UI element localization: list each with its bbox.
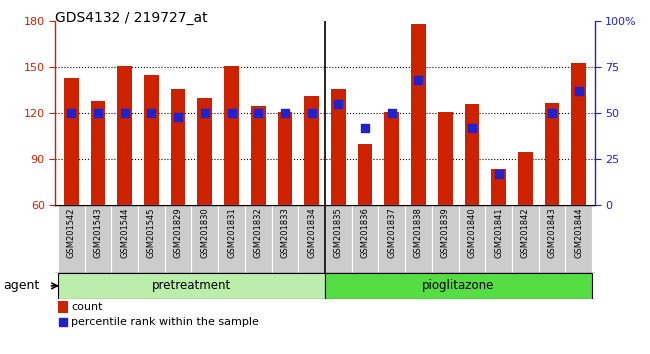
Bar <box>224 66 239 205</box>
Text: agent: agent <box>3 279 40 292</box>
Text: GSM201842: GSM201842 <box>521 207 530 258</box>
Bar <box>571 63 586 205</box>
Bar <box>58 205 84 273</box>
Text: GSM201837: GSM201837 <box>387 207 396 258</box>
Bar <box>325 273 592 299</box>
Point <box>306 110 317 116</box>
Bar <box>198 98 212 205</box>
Point <box>120 110 130 116</box>
Text: GSM201542: GSM201542 <box>67 207 76 258</box>
Bar <box>278 112 292 205</box>
Bar <box>539 205 566 273</box>
Bar <box>545 103 560 205</box>
Text: GSM201832: GSM201832 <box>254 207 263 258</box>
Point <box>389 243 399 249</box>
Text: count: count <box>72 302 103 312</box>
Point <box>387 110 397 116</box>
Bar <box>138 205 164 273</box>
Point <box>66 110 77 116</box>
Text: GSM201844: GSM201844 <box>574 207 583 258</box>
Bar <box>58 273 325 299</box>
Bar <box>64 78 79 205</box>
Bar <box>171 89 185 205</box>
Bar <box>358 144 372 205</box>
Bar <box>218 205 245 273</box>
Point <box>200 110 210 116</box>
Text: GSM201843: GSM201843 <box>547 207 556 258</box>
Point <box>253 110 263 116</box>
Point <box>573 88 584 94</box>
Text: GSM201833: GSM201833 <box>280 207 289 258</box>
Bar <box>411 24 426 205</box>
Bar <box>405 205 432 273</box>
Bar <box>164 205 192 273</box>
Bar <box>518 152 532 205</box>
Text: GSM201545: GSM201545 <box>147 207 156 258</box>
Bar <box>90 101 105 205</box>
Bar <box>245 205 272 273</box>
Point <box>333 101 344 107</box>
Text: GSM201830: GSM201830 <box>200 207 209 258</box>
Point <box>226 110 237 116</box>
Text: GSM201543: GSM201543 <box>94 207 103 258</box>
Text: GDS4132 / 219727_at: GDS4132 / 219727_at <box>55 11 208 25</box>
Bar <box>272 205 298 273</box>
Bar <box>304 96 319 205</box>
Bar <box>331 89 346 205</box>
Point <box>280 110 290 116</box>
Text: pretreatment: pretreatment <box>152 279 231 292</box>
Point <box>93 110 103 116</box>
Bar <box>352 205 378 273</box>
Bar <box>144 75 159 205</box>
Bar <box>111 205 138 273</box>
Bar <box>486 205 512 273</box>
Text: GSM201841: GSM201841 <box>494 207 503 258</box>
Bar <box>84 205 111 273</box>
Point <box>360 125 370 131</box>
Text: pioglitazone: pioglitazone <box>422 279 495 292</box>
Text: GSM201835: GSM201835 <box>334 207 343 258</box>
Point <box>493 171 504 177</box>
Text: GSM201836: GSM201836 <box>361 207 370 258</box>
Bar <box>58 301 68 313</box>
Point <box>146 110 157 116</box>
Text: GSM201839: GSM201839 <box>441 207 450 258</box>
Bar <box>512 205 539 273</box>
Bar <box>118 66 132 205</box>
Bar <box>458 205 486 273</box>
Bar <box>378 205 405 273</box>
Text: percentile rank within the sample: percentile rank within the sample <box>72 317 259 327</box>
Bar <box>384 112 399 205</box>
Point <box>173 114 183 120</box>
Bar <box>325 205 352 273</box>
Bar <box>566 205 592 273</box>
Text: GSM201544: GSM201544 <box>120 207 129 258</box>
Bar <box>465 104 479 205</box>
Bar <box>298 205 325 273</box>
Text: GSM201831: GSM201831 <box>227 207 236 258</box>
Bar <box>432 205 458 273</box>
Text: GSM201840: GSM201840 <box>467 207 476 258</box>
Text: GSM201829: GSM201829 <box>174 207 183 258</box>
Text: GSM201834: GSM201834 <box>307 207 316 258</box>
Bar <box>192 205 218 273</box>
Bar <box>438 112 452 205</box>
Text: GSM201838: GSM201838 <box>414 207 423 258</box>
Point <box>467 125 477 131</box>
Bar <box>251 105 266 205</box>
Point <box>547 110 557 116</box>
Point <box>413 77 424 83</box>
Bar <box>491 169 506 205</box>
